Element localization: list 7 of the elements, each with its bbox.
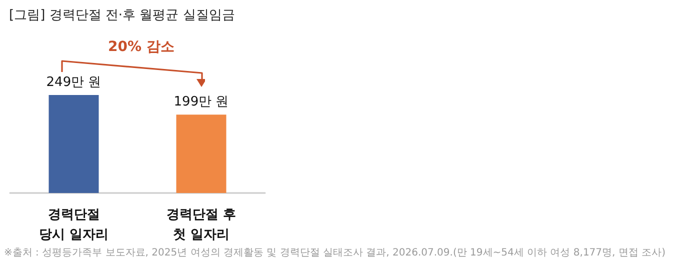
data-label: 249만 원: [46, 75, 102, 90]
chart-title: [그림] 경력단절 전·후 월평균 실질임금: [9, 8, 235, 23]
text: 20% 감소: [108, 39, 174, 55]
data-label: 199만 원: [174, 94, 229, 110]
x-tick-label: 경력단절 후 첫 일자리: [166, 208, 236, 242]
text: ※출처 : 성평등가족부 보도자료, 2025년 여성의 경제활동 및 경력단절 실태조사 결과, 2026.07.09.(만 19세~54세 이하 여성 8,177명, 면접 조사): [4, 248, 666, 258]
x-tick-label: 경력단절 당시 일자리: [38, 208, 109, 242]
